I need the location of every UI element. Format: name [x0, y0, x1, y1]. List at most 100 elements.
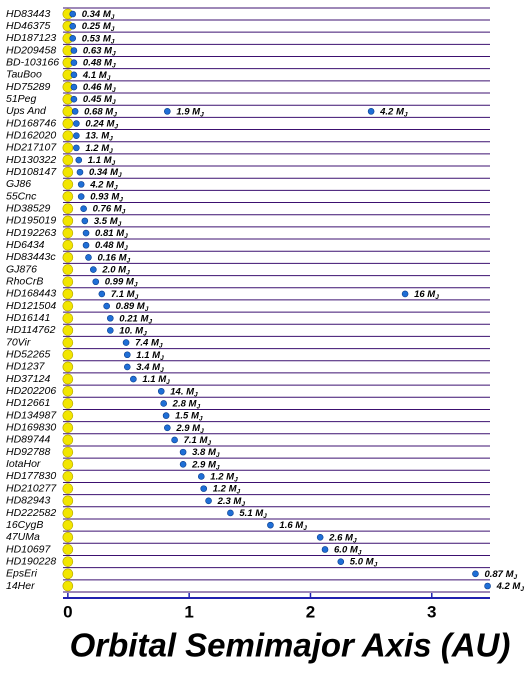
star-name: HD195019: [6, 215, 56, 227]
planet: [472, 570, 479, 578]
planet: [85, 254, 92, 261]
mass-unit-sub: J: [112, 62, 116, 69]
mass-label: 2.9 MJ: [191, 459, 220, 471]
mass-value: 5.0: [350, 556, 364, 567]
mass-value: 0.87: [484, 568, 503, 579]
mass-value: 1.9: [176, 106, 190, 117]
mass-value: 0.76: [93, 203, 112, 214]
planet: [227, 509, 234, 517]
planet: [197, 473, 205, 480]
planet: [200, 485, 208, 492]
mass-unit-sub: J: [109, 148, 113, 155]
planet: [92, 278, 100, 286]
mass-value: 1.5: [175, 410, 189, 421]
star-name: TauBoo: [6, 69, 42, 81]
planet: [122, 339, 130, 346]
star-name: HD114762: [6, 324, 56, 336]
mass-unit: M: [119, 252, 128, 263]
mass-label: 0.53 MJ: [82, 33, 115, 45]
mass-label: 0.89 MJ: [116, 301, 149, 313]
star-name: BD-103166: [6, 56, 59, 68]
mass-unit-sub: J: [263, 513, 267, 520]
mass-value: 0.25: [82, 21, 101, 32]
mass-label: 5.0 MJ: [350, 556, 378, 568]
planet: [90, 266, 97, 273]
planet: [123, 363, 131, 371]
star-name: 51Peg: [6, 93, 37, 105]
mass-unit-sub: J: [353, 537, 357, 544]
planet: [107, 327, 114, 334]
star-name: HD177830: [6, 470, 56, 482]
star-name: HD121504: [6, 300, 56, 312]
planet: [179, 448, 187, 456]
mass-unit-sub: J: [160, 367, 164, 374]
mass-unit: M: [506, 568, 515, 579]
mass-unit-sub: J: [112, 99, 116, 106]
star-name: HD10697: [6, 543, 52, 555]
mass-unit: M: [255, 507, 264, 518]
star-name: HD168443: [6, 288, 56, 300]
mass-unit: M: [103, 21, 112, 32]
planet: [337, 558, 345, 565]
mass-unit: M: [192, 106, 201, 117]
mass-label: 2.3 MJ: [217, 495, 246, 507]
mass-label: 1.1 MJ: [142, 374, 170, 386]
mass-unit: M: [104, 94, 113, 105]
mass-unit-sub: J: [112, 50, 116, 57]
planet: [70, 71, 78, 79]
x-tick-label: 3: [427, 602, 436, 621]
star: [62, 179, 74, 190]
mass-unit: M: [105, 106, 114, 117]
mass-unit: M: [103, 9, 112, 20]
mass-unit: M: [208, 459, 217, 470]
star-name: HD134987: [6, 409, 57, 421]
mass-unit: M: [110, 215, 119, 226]
mass-value: 0.34: [89, 167, 108, 178]
mass-unit-sub: J: [207, 440, 211, 447]
star: [62, 349, 74, 361]
star: [62, 580, 74, 592]
planet: [164, 424, 171, 432]
mass-value: 2.0: [101, 264, 116, 275]
mass-unit: M: [106, 118, 115, 129]
mass-unit: M: [151, 337, 160, 348]
mass-value: 10.: [119, 325, 132, 336]
mass-unit: M: [186, 386, 195, 397]
mass-label: 2.8 MJ: [172, 398, 201, 410]
star: [62, 276, 74, 288]
star: [62, 556, 74, 567]
mass-label: 0.81 MJ: [95, 228, 128, 240]
mass-value: 0.81: [95, 228, 114, 239]
star: [62, 495, 74, 507]
mass-label: 1.5 MJ: [175, 410, 203, 422]
planet: [70, 95, 78, 103]
mass-value: 0.63: [83, 45, 102, 56]
mass-value: 1.1: [142, 374, 155, 385]
mass-unit: M: [189, 398, 198, 409]
mass-unit: M: [233, 495, 242, 506]
star: [62, 361, 74, 373]
star-name: HD209458: [6, 44, 56, 56]
star: [62, 288, 74, 300]
star-name: HD192263: [6, 227, 56, 239]
star-name: HD82943: [6, 495, 51, 507]
mass-label: 0.16 MJ: [97, 252, 130, 264]
star: [62, 227, 74, 239]
star-name: HD210277: [6, 482, 57, 494]
star: [62, 154, 74, 166]
mass-unit: M: [396, 106, 405, 117]
planet: [316, 534, 324, 541]
mass-unit-sub: J: [160, 354, 164, 361]
star: [62, 568, 74, 580]
planet: [70, 47, 78, 54]
mass-unit: M: [114, 203, 123, 214]
mass-label: 4.2 MJ: [379, 106, 408, 118]
mass-label: 0.76 MJ: [93, 203, 126, 215]
mass-unit-sub: J: [166, 379, 170, 386]
planet: [69, 10, 77, 18]
planet: [70, 83, 78, 91]
star: [62, 239, 74, 251]
mass-value: 4.2: [379, 106, 394, 117]
mass-unit: M: [111, 191, 120, 202]
